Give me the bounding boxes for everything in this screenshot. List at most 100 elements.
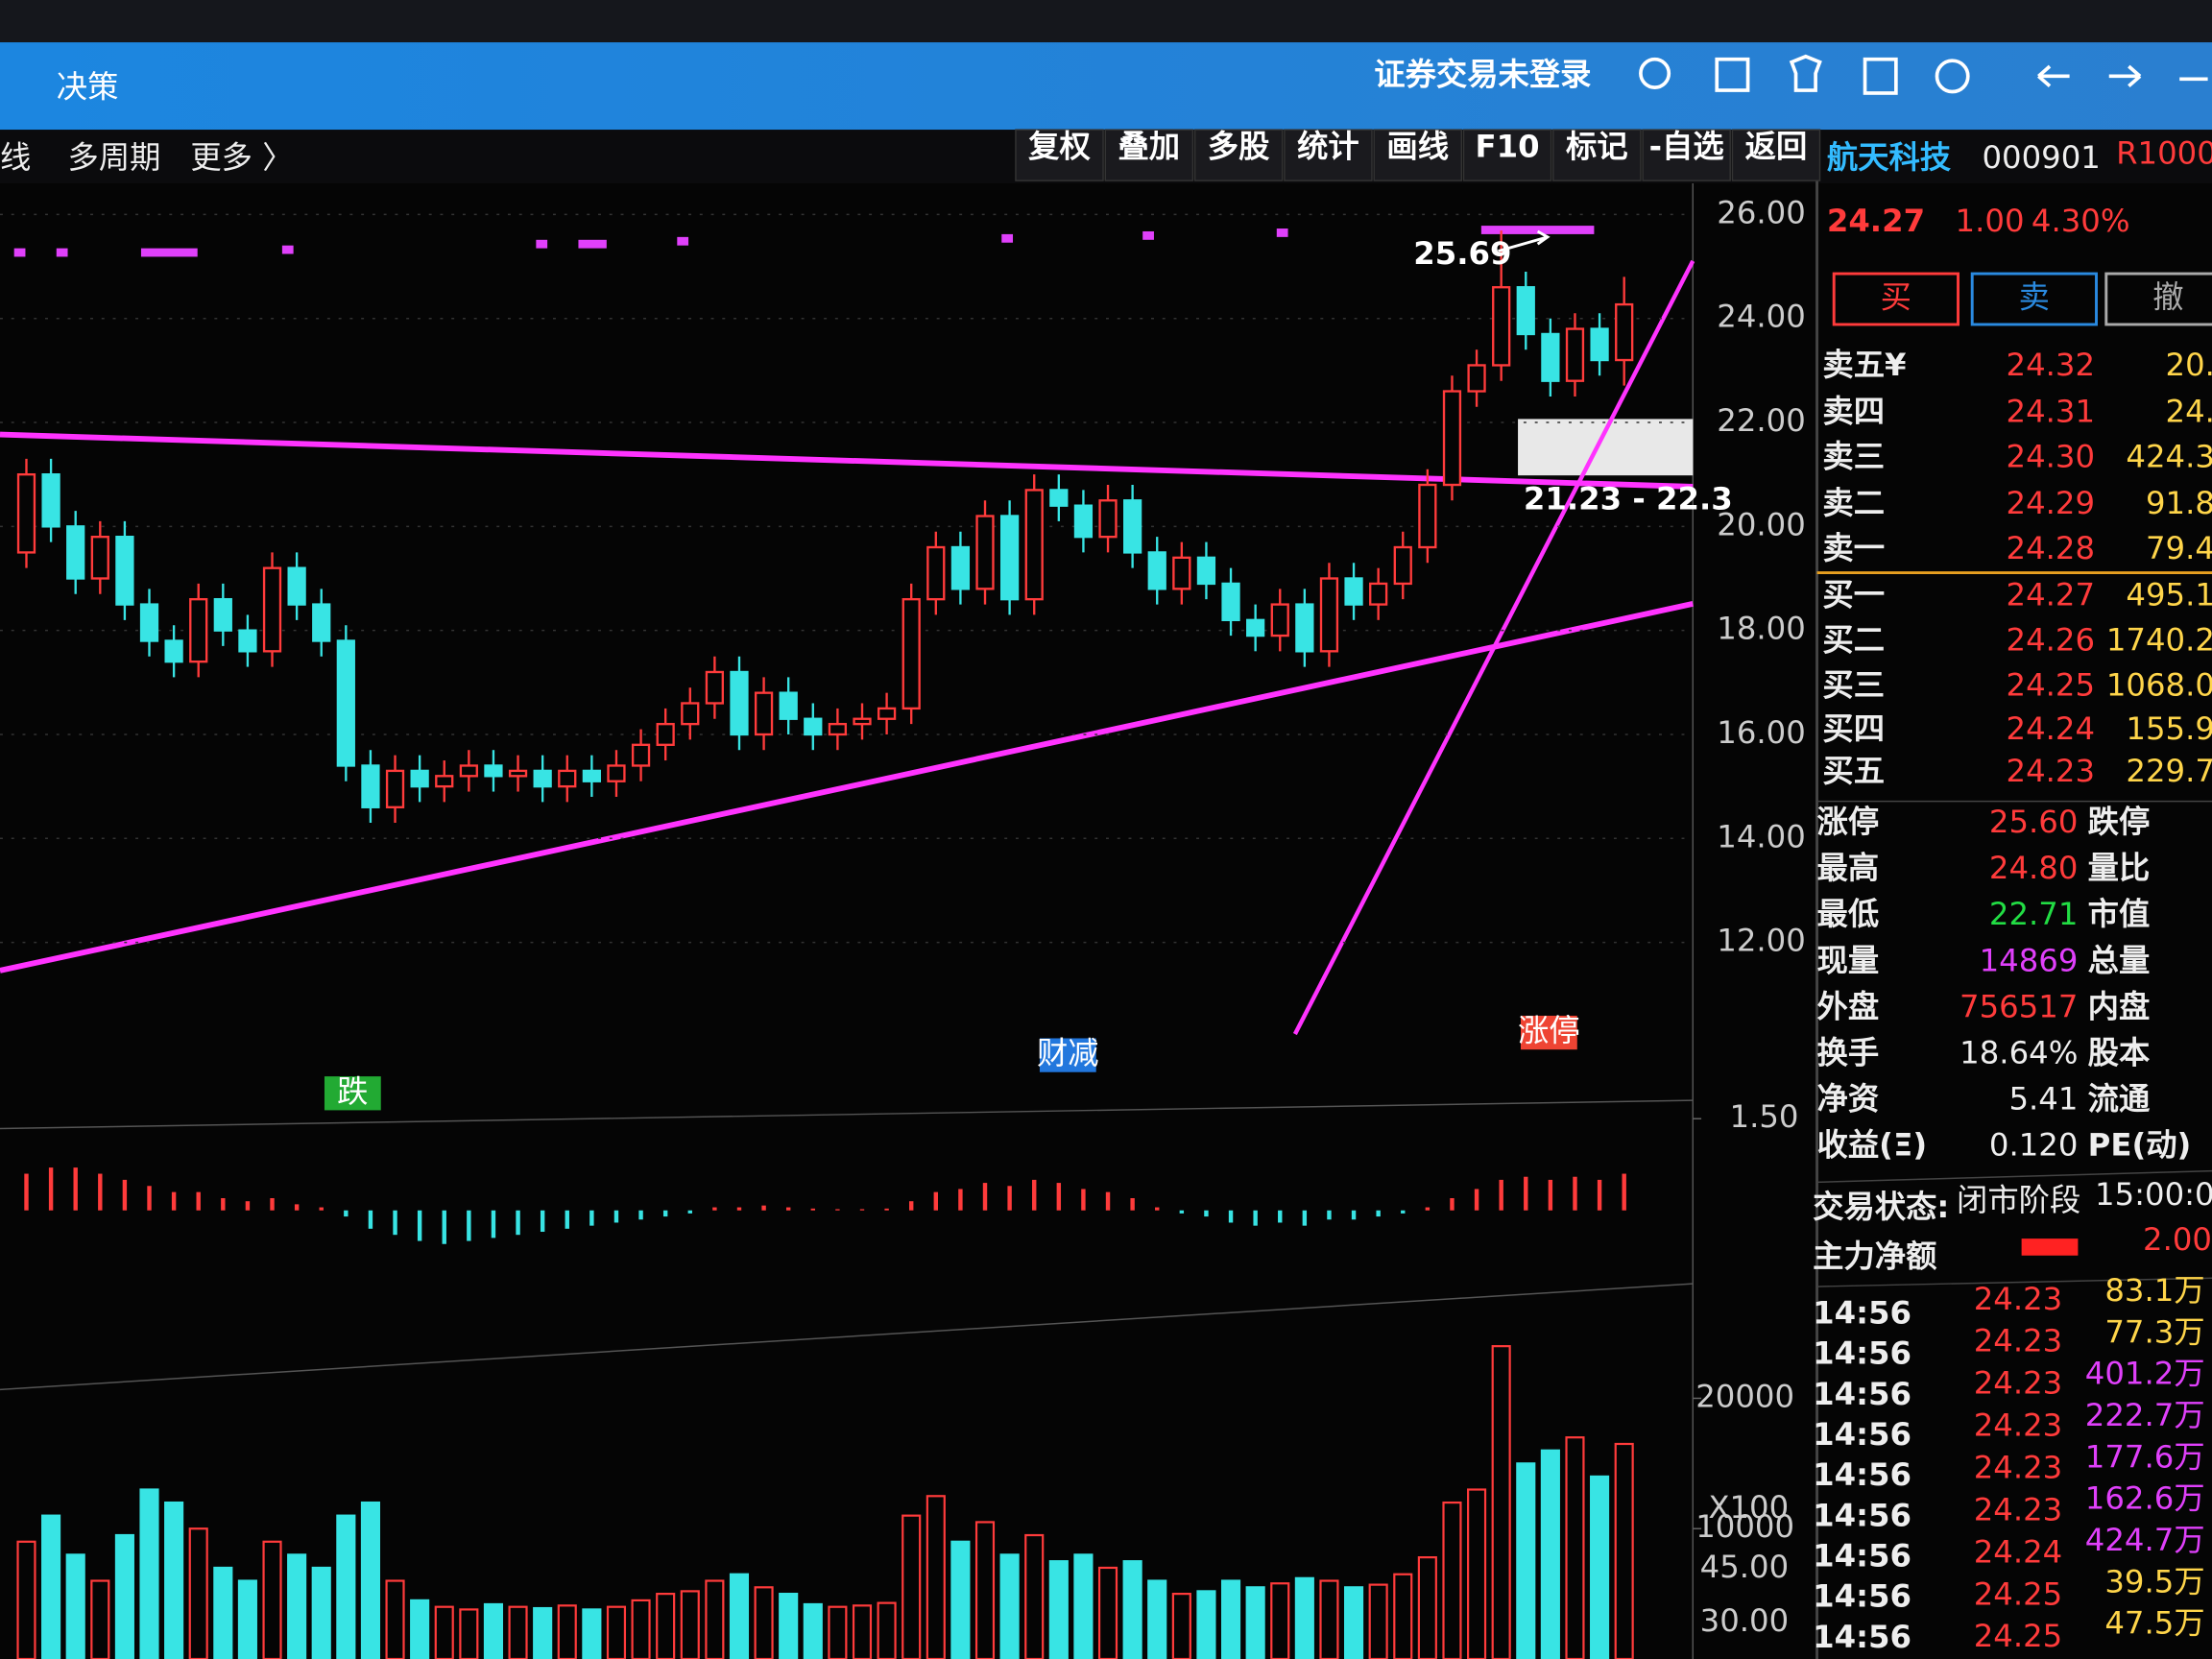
volume-bar	[1491, 1345, 1511, 1659]
toolbar-button[interactable]: 复权	[1028, 128, 1091, 164]
book-label: 买五	[1822, 753, 1885, 789]
volume-bar	[1122, 1560, 1142, 1659]
candle-body	[779, 691, 798, 720]
toolbar-button[interactable]: -自选	[1649, 128, 1724, 164]
candle-body	[1319, 577, 1339, 653]
range-annotation: 21.23 - 22.3	[1524, 481, 1733, 517]
candle-body	[90, 535, 109, 580]
window-title: 决策	[57, 69, 119, 106]
stat-label: 量比	[2088, 850, 2151, 886]
price-change: 1.00	[1956, 203, 2025, 239]
book-label: 卖三	[1822, 439, 1885, 475]
toolbar-button-bg[interactable]	[1552, 129, 1642, 181]
toolbar-item: 线	[0, 139, 31, 176]
toolbar-button[interactable]: 统计	[1297, 128, 1359, 164]
trade-button[interactable]: 撤	[2152, 279, 2183, 316]
stat-label: 内盘	[2088, 988, 2151, 1024]
volume-bar	[828, 1605, 848, 1659]
book-volume: 24.	[2166, 394, 2212, 430]
volume-bar	[139, 1488, 159, 1659]
trade-button-bg[interactable]	[1970, 272, 2098, 326]
volume-bar	[1024, 1533, 1045, 1659]
toolbar-item: 更多 〉	[190, 139, 293, 176]
toolbar-button-bg[interactable]	[1462, 129, 1552, 181]
trade-button-bg[interactable]	[1832, 272, 1960, 326]
toolbar-button[interactable]: 画线	[1386, 128, 1449, 164]
trade-price: 24.25	[1974, 1618, 2063, 1654]
candle-body	[754, 691, 774, 736]
toolbar-button[interactable]: 标记	[1566, 128, 1628, 164]
candle-body	[877, 707, 897, 720]
volume-bar	[287, 1553, 307, 1659]
candle-body	[1123, 499, 1142, 554]
volume-bar	[779, 1593, 799, 1659]
candle-body	[435, 775, 454, 788]
candle-body	[1541, 332, 1560, 382]
volume-bar	[1467, 1488, 1487, 1659]
stat-label: 收益(Ξ)	[1817, 1126, 1928, 1163]
toolbar-button-bg[interactable]	[1642, 129, 1731, 181]
toolbar-button-bg[interactable]	[1284, 129, 1373, 181]
candle-body	[1221, 582, 1240, 622]
toolbar-button[interactable]: 叠加	[1118, 128, 1181, 164]
candle-body	[508, 769, 528, 778]
trade-button[interactable]: 卖	[2019, 279, 2050, 316]
candle-body	[1615, 302, 1634, 362]
candle-body	[262, 566, 282, 653]
stat-label: 流通	[2088, 1080, 2151, 1117]
row-sep	[1816, 1169, 2212, 1184]
volume-bar	[213, 1566, 233, 1659]
toolbar-button[interactable]: 多股	[1208, 128, 1270, 164]
candle-body	[1492, 286, 1511, 367]
trend-line	[0, 601, 1694, 974]
toolbar-button-bg[interactable]	[1193, 129, 1284, 181]
stock-tag: R1000	[2116, 135, 2212, 172]
book-label: 卖四	[1822, 394, 1885, 430]
trade-price: 24.25	[1974, 1575, 2063, 1612]
toolbar-button-bg[interactable]	[1015, 129, 1104, 181]
trade-time: 14:56	[1813, 1537, 1911, 1574]
volume-bar	[1343, 1586, 1364, 1659]
volume-bar	[434, 1605, 454, 1659]
candle-body	[1024, 489, 1044, 601]
trade-time: 14:56	[1813, 1578, 1911, 1615]
volume-bar	[926, 1495, 946, 1659]
trade-button-bg[interactable]	[2104, 272, 2212, 326]
candle-body	[189, 597, 208, 663]
trade-price: 24.23	[1974, 1407, 2063, 1444]
toolbar-button[interactable]: 返回	[1745, 128, 1808, 164]
candle-body	[312, 603, 331, 642]
volume-bar	[877, 1601, 897, 1659]
volume-bar	[680, 1590, 700, 1659]
candle-body	[730, 670, 749, 736]
toolbar-button-bg[interactable]	[1731, 129, 1821, 181]
toolbar-item: 多周期	[68, 139, 161, 176]
volume-bar	[385, 1579, 405, 1659]
toolbar-button-bg[interactable]	[1373, 129, 1463, 181]
stat-label: 跌停	[2088, 804, 2151, 840]
stat-label: 最高	[1817, 850, 1880, 886]
volume-bar	[360, 1501, 381, 1659]
volume-bar	[459, 1608, 479, 1659]
trade-price: 24.23	[1974, 1281, 2063, 1317]
volume-bar	[508, 1605, 528, 1659]
candle-body	[902, 597, 921, 710]
volume-bar	[410, 1599, 430, 1659]
trade-time: 14:56	[1813, 1335, 1911, 1372]
y-tick-label: 20000	[1695, 1378, 1794, 1414]
stat-value: 22.71	[1989, 896, 2079, 932]
trade-button[interactable]: 买	[1881, 279, 1911, 316]
volume-bar	[729, 1573, 750, 1659]
toolbar-button[interactable]: F10	[1476, 128, 1540, 164]
toolbar-button-bg[interactable]	[1104, 129, 1194, 181]
volume-bar	[631, 1599, 651, 1659]
y-tick-label: 22.00	[1717, 402, 1806, 439]
stat-label: 最低	[1817, 896, 1880, 932]
volume-bar	[237, 1579, 257, 1659]
y-tick-label: 14.00	[1717, 818, 1806, 854]
trade-price: 24.23	[1974, 1450, 2063, 1486]
status-phase: 闭市阶段	[1957, 1182, 2080, 1218]
volume-bar	[1565, 1436, 1585, 1659]
volume-bar	[606, 1605, 627, 1659]
volume-bar	[1270, 1582, 1290, 1659]
